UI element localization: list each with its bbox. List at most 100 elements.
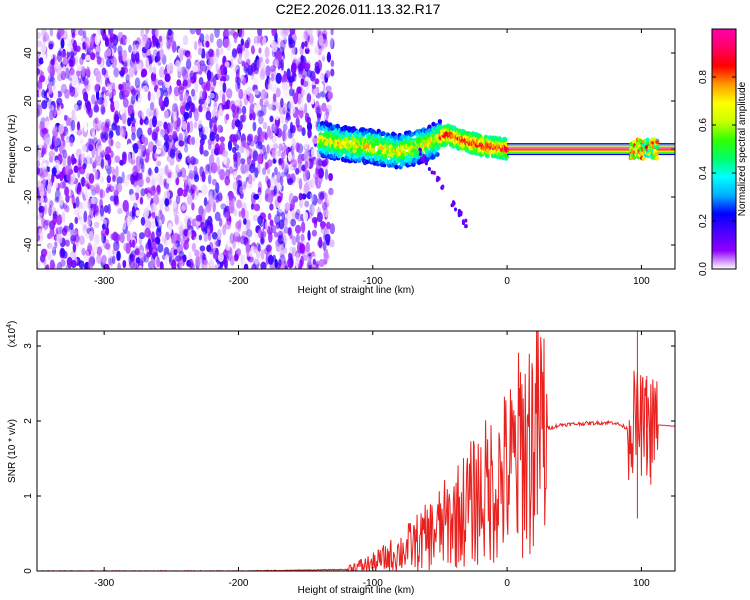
noise-cell [102, 171, 107, 177]
noise-cell [56, 214, 63, 226]
noise-cell [257, 244, 262, 253]
noise-cell [85, 66, 90, 78]
noise-cell [62, 250, 68, 259]
noise-cell [225, 240, 231, 251]
noise-cell [215, 133, 220, 142]
noise-cell [296, 124, 303, 132]
noise-cell [85, 98, 89, 109]
noise-cell [38, 205, 45, 213]
noise-cell [132, 143, 138, 150]
signal-cell [370, 148, 376, 154]
noise-cell [260, 104, 267, 117]
noise-cell [283, 102, 288, 112]
noise-cell [310, 191, 314, 203]
noise-cell [312, 137, 319, 144]
noise-cell [57, 233, 63, 244]
noise-cell [160, 128, 166, 138]
noise-cell [260, 261, 267, 269]
noise-cell [268, 129, 273, 140]
noise-cell [193, 121, 198, 129]
noise-cell [326, 54, 332, 62]
noise-cell [82, 249, 90, 260]
noise-cell [175, 59, 181, 69]
noise-cell [235, 69, 240, 80]
noise-cell [257, 181, 262, 193]
noise-cell [49, 29, 53, 37]
noise-cell [135, 85, 141, 94]
noise-cell [49, 228, 54, 239]
noise-cell [203, 197, 208, 207]
noise-cell [70, 55, 76, 67]
noise-cell [279, 250, 285, 258]
noise-cell [268, 137, 275, 148]
colorbar-tick-label: 0.4 [698, 166, 709, 180]
noise-cell [287, 128, 293, 140]
noise-cell [37, 104, 43, 116]
noise-cell [234, 99, 241, 107]
noise-cell [283, 234, 287, 246]
noise-cell [71, 73, 78, 86]
noise-cell [59, 181, 66, 189]
noise-cell [131, 126, 137, 134]
noise-cell [260, 68, 266, 78]
noise-cell [155, 139, 162, 147]
noise-cell [272, 254, 277, 262]
noise-cell [66, 63, 70, 75]
noise-cell [69, 136, 74, 148]
noise-cell [145, 77, 149, 86]
noise-cell [325, 211, 332, 220]
noise-cell [158, 35, 163, 43]
noise-cell [328, 189, 334, 196]
noise-cell [321, 102, 327, 112]
noise-cell [53, 181, 59, 189]
noise-cell [138, 44, 142, 53]
spectrogram-x-axis-label: Height of straight line (km) [298, 285, 415, 296]
noise-cell [175, 164, 179, 174]
noise-cell [322, 29, 328, 38]
noise-cell [182, 79, 188, 87]
noise-cell [324, 192, 328, 200]
noise-cell [283, 247, 288, 254]
noise-cell [54, 59, 60, 69]
noise-cell [56, 107, 62, 116]
noise-cell [177, 134, 182, 142]
noise-cell [208, 143, 212, 150]
noise-cell [156, 160, 162, 167]
noise-cell [94, 83, 99, 93]
noise-cell [243, 263, 249, 269]
noise-cell [179, 49, 184, 61]
noise-cell [138, 172, 143, 180]
noise-cell [326, 104, 332, 113]
noise-cell [215, 240, 221, 247]
noise-cell [46, 199, 53, 206]
noise-cell [262, 52, 266, 60]
noise-cell [236, 107, 242, 115]
noise-cell [105, 89, 111, 97]
noise-cells [37, 29, 335, 269]
noise-cell [279, 175, 284, 186]
noise-cell [272, 93, 277, 103]
noise-cell [120, 70, 125, 78]
signal-cell [352, 148, 357, 154]
noise-cell [228, 203, 235, 214]
noise-cell [253, 89, 260, 96]
noise-cell [297, 93, 302, 105]
noise-cell [233, 152, 238, 162]
noise-cell [134, 248, 140, 256]
spectrogram-y-tick-label: 40 [23, 47, 34, 59]
noise-cell [99, 189, 106, 199]
noise-cell [149, 83, 154, 90]
noise-cell [96, 77, 102, 87]
noise-cell [97, 29, 102, 36]
noise-cell [129, 259, 135, 269]
noise-cell [37, 160, 41, 168]
noise-cell [149, 102, 155, 111]
noise-cell [246, 135, 252, 146]
noise-cell [111, 88, 117, 96]
noise-cell [172, 103, 178, 112]
noise-cell [249, 103, 255, 114]
noise-cell [208, 194, 215, 207]
noise-cell [139, 232, 145, 240]
noise-cell [270, 224, 277, 234]
noise-cell [298, 178, 303, 190]
